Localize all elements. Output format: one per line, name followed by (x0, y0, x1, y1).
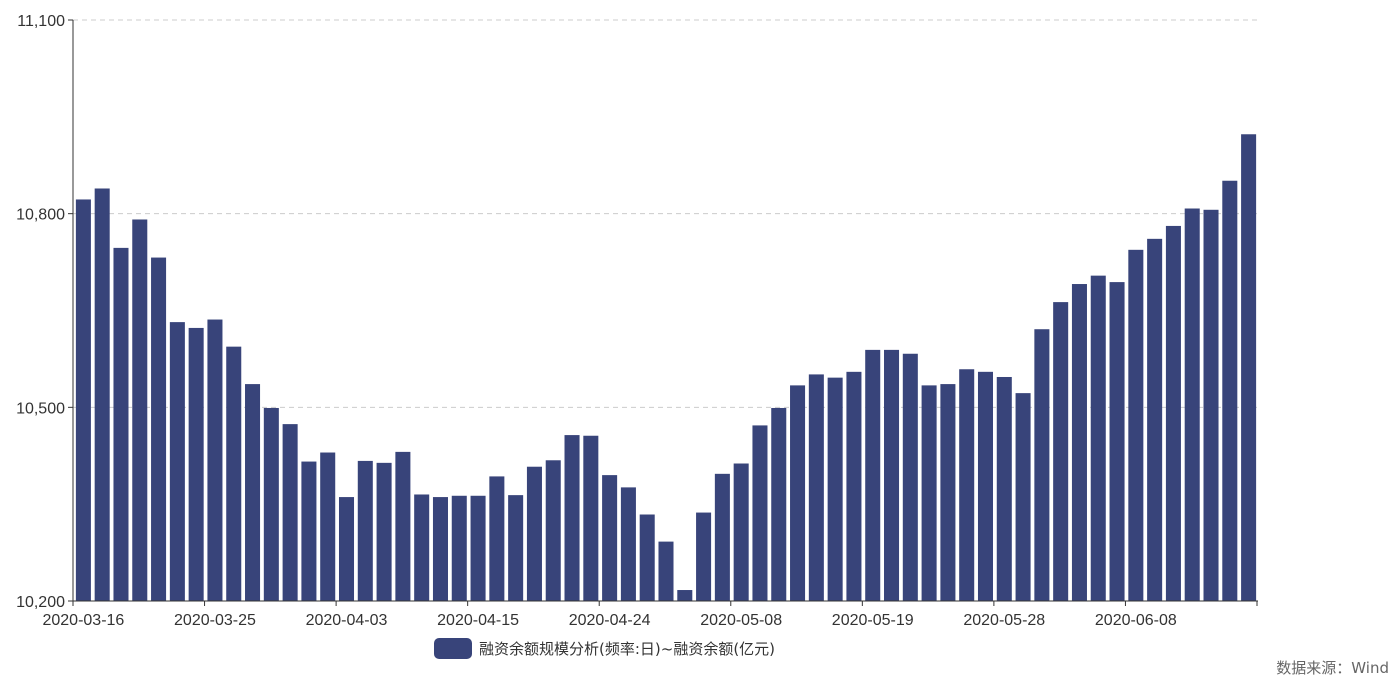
bar[interactable] (808, 374, 824, 601)
bar[interactable] (940, 384, 956, 601)
bar[interactable] (771, 407, 787, 601)
bar[interactable] (1165, 225, 1181, 601)
x-tick-label: 2020-03-16 (42, 612, 124, 629)
bar[interactable] (1241, 134, 1257, 601)
bar[interactable] (338, 497, 355, 601)
x-tick-label: 2020-05-19 (832, 612, 914, 629)
y-tick-label: 10,800 (16, 207, 65, 224)
x-tick-label: 2020-06-08 (1095, 612, 1177, 629)
bar[interactable] (639, 514, 655, 602)
bar[interactable] (470, 495, 486, 601)
bar[interactable] (113, 247, 129, 601)
bar[interactable] (1128, 249, 1144, 601)
bar[interactable] (489, 476, 505, 601)
bar[interactable] (714, 473, 730, 601)
bar[interactable] (921, 385, 937, 601)
bar[interactable] (263, 407, 279, 601)
x-tick-label: 2020-05-28 (963, 612, 1045, 629)
x-tick-label: 2020-04-15 (437, 612, 519, 629)
bar[interactable] (996, 376, 1012, 601)
bar[interactable] (602, 475, 618, 601)
bar[interactable] (1071, 284, 1087, 601)
bar[interactable] (1222, 180, 1238, 602)
x-tick-label: 2020-04-24 (569, 612, 651, 629)
y-tick-label: 11,100 (17, 13, 65, 30)
bars (75, 134, 1257, 602)
bar[interactable] (752, 425, 768, 601)
x-tick-label: 2020-03-25 (174, 612, 256, 629)
bar[interactable] (790, 385, 806, 601)
bar[interactable] (658, 541, 674, 601)
bar[interactable] (245, 384, 261, 601)
bar[interactable] (357, 460, 373, 601)
bar[interactable] (620, 487, 636, 601)
bar[interactable] (188, 327, 204, 601)
bar[interactable] (1109, 282, 1125, 601)
bar[interactable] (75, 199, 91, 601)
bar[interactable] (451, 495, 467, 601)
bar[interactable] (865, 349, 881, 601)
x-axis-ticks: 2020-03-16 2020-03-25 2020-04-03 2020-04-15… (42, 601, 1258, 629)
bar[interactable] (301, 461, 317, 601)
data-source: 数据来源：Wind (1276, 659, 1389, 677)
bar[interactable] (508, 495, 524, 601)
legend-swatch[interactable] (434, 638, 472, 659)
y-axis-ticks: 10,200 10,500 10,800 11,100 (16, 13, 73, 611)
axes (72, 20, 1258, 602)
x-tick-label: 2020-04-03 (306, 612, 388, 629)
bar[interactable] (320, 452, 336, 601)
bar[interactable] (583, 435, 599, 601)
bar[interactable] (1053, 302, 1069, 601)
bar[interactable] (1184, 208, 1200, 602)
bar[interactable] (169, 322, 185, 601)
bar[interactable] (151, 257, 167, 601)
bar[interactable] (1203, 209, 1219, 602)
bar[interactable] (696, 512, 712, 601)
bar[interactable] (526, 466, 542, 601)
bar[interactable] (376, 462, 392, 601)
bar[interactable] (207, 319, 223, 601)
legend[interactable]: 融资余额规模分析(频率:日)~融资余额(亿元) (434, 638, 775, 659)
bar[interactable] (677, 590, 693, 601)
bar[interactable] (977, 371, 993, 601)
bar[interactable] (432, 497, 448, 601)
bar[interactable] (902, 353, 918, 601)
bar[interactable] (1090, 275, 1106, 601)
bar[interactable] (545, 460, 561, 601)
bar[interactable] (564, 435, 580, 601)
bar[interactable] (395, 451, 411, 601)
bar[interactable] (733, 463, 749, 602)
x-tick-label: 2020-05-08 (700, 612, 782, 629)
bar[interactable] (884, 349, 900, 601)
bar[interactable] (1015, 393, 1031, 601)
bar[interactable] (1147, 238, 1163, 601)
bar[interactable] (94, 188, 110, 602)
legend-label[interactable]: 融资余额规模分析(频率:日)~融资余额(亿元) (479, 640, 775, 658)
bar[interactable] (959, 369, 975, 601)
bar[interactable] (226, 346, 242, 601)
bar[interactable] (414, 494, 430, 601)
bar[interactable] (827, 377, 843, 601)
bar[interactable] (1034, 329, 1050, 601)
y-tick-label: 10,200 (16, 594, 65, 611)
y-tick-label: 10,500 (16, 400, 65, 417)
bar[interactable] (282, 424, 298, 601)
bar[interactable] (132, 219, 148, 602)
bar[interactable] (846, 371, 862, 601)
